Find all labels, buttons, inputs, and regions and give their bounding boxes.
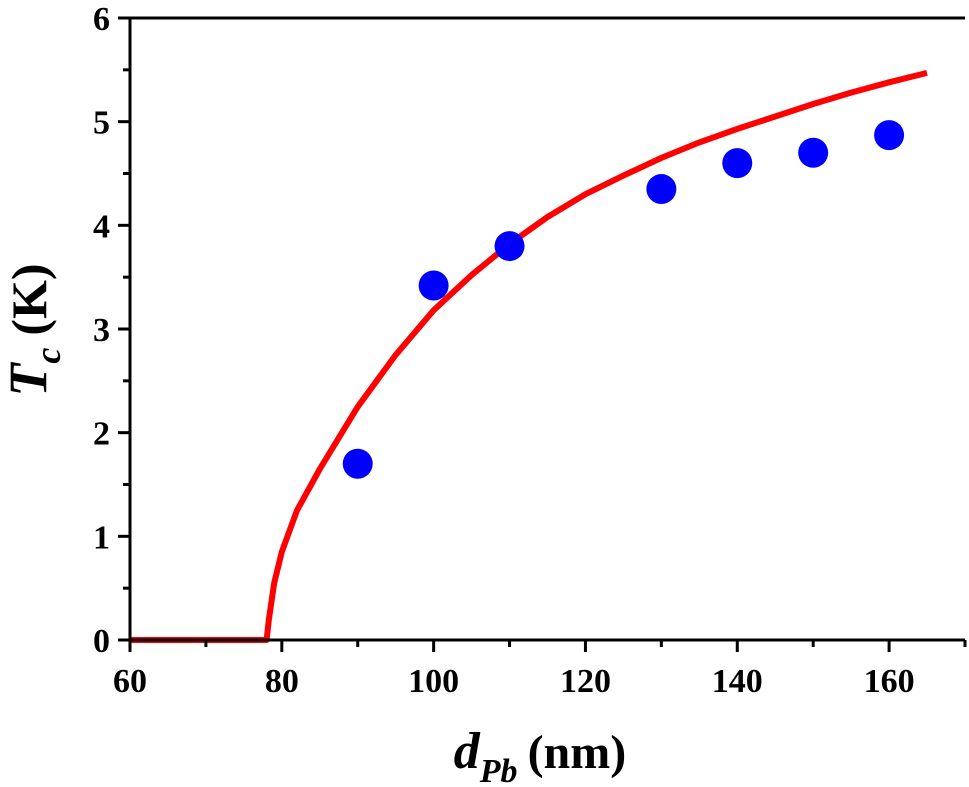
y-axis-title-main: T — [0, 362, 58, 397]
y-axis-title-sub: c — [28, 348, 68, 364]
x-tick-label: 160 — [864, 663, 915, 700]
y-tick-label: 0 — [93, 623, 110, 660]
axes: 60 80 100 120 140 160 0 1 2 3 4 5 6 — [93, 1, 967, 700]
x-axis-title: dPb (nm) — [454, 723, 626, 787]
x-axis-title-main: d — [454, 723, 481, 780]
data-point — [646, 174, 677, 205]
data-point — [798, 137, 829, 168]
x-tick-label: 80 — [265, 663, 299, 700]
y-tick-label: 2 — [93, 416, 110, 453]
data-point — [874, 120, 905, 151]
data-point — [494, 231, 525, 262]
y-axis-title-unit: (K) — [1, 263, 57, 335]
x-tick-label: 60 — [113, 663, 147, 700]
data-point — [418, 270, 449, 301]
y-axis-title: Tc (K) — [0, 263, 68, 396]
y-tick-label: 4 — [93, 208, 110, 245]
y-tick-label: 1 — [93, 519, 110, 556]
y-tick-label: 3 — [93, 312, 110, 349]
x-tick-label: 120 — [560, 663, 611, 700]
data-point — [722, 148, 753, 179]
x-tick-label: 100 — [408, 663, 459, 700]
y-tick-label: 6 — [93, 1, 110, 38]
y-tick-label: 5 — [93, 105, 110, 142]
x-tick-label: 140 — [712, 663, 763, 700]
x-axis-title-sub: Pb — [479, 753, 518, 787]
x-axis-title-unit: (nm) — [528, 726, 627, 779]
data-point — [342, 448, 373, 479]
plot-area — [130, 69, 928, 643]
